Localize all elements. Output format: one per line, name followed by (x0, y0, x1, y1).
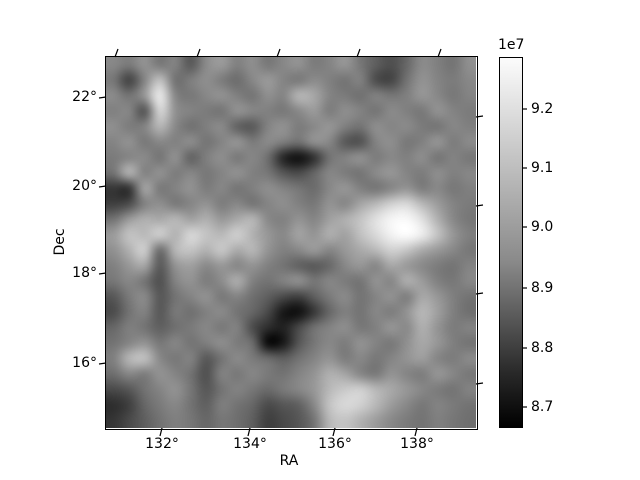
colorbar-exponent-label: 1e7 (498, 37, 525, 53)
y-tick-label: 22° (72, 89, 97, 105)
tick-mark (475, 382, 484, 385)
tick-mark (475, 204, 484, 207)
x-tick-label: 132° (145, 436, 179, 452)
y-tick-label: 18° (72, 265, 97, 281)
heatmap-image (106, 57, 476, 428)
tick-mark (114, 48, 119, 58)
tick-mark (196, 48, 201, 58)
x-tick-label: 134° (233, 436, 267, 452)
tick-mark (437, 48, 442, 58)
x-axis-label: RA (279, 453, 299, 469)
tick-mark (332, 427, 336, 437)
tick-mark (98, 96, 107, 99)
y-axis-label: Dec (52, 228, 68, 256)
tick-mark (356, 48, 361, 58)
colorbar-tick-label: 8.7 (531, 399, 554, 415)
colorbar-tick-label: 8.8 (531, 340, 554, 356)
y-tick-label: 16° (72, 355, 97, 371)
tick-mark (159, 427, 163, 437)
tick-mark (247, 427, 251, 437)
y-tick-label: 20° (72, 178, 97, 194)
tick-mark (98, 362, 107, 365)
tick-mark (475, 292, 484, 295)
colorbar-tick-label: 9.2 (531, 101, 554, 117)
colorbar-tick-label: 9.0 (531, 219, 554, 235)
x-tick-label: 138° (400, 436, 434, 452)
tick-mark (98, 185, 107, 188)
tick-mark (98, 272, 107, 275)
tick-mark (475, 115, 484, 118)
tick-mark (414, 427, 418, 437)
x-tick-label: 136° (318, 436, 352, 452)
colorbar-tick-label: 9.1 (531, 160, 554, 176)
colorbar-tick-label: 8.9 (531, 280, 554, 296)
colorbar (499, 57, 523, 428)
tick-mark (276, 48, 281, 58)
